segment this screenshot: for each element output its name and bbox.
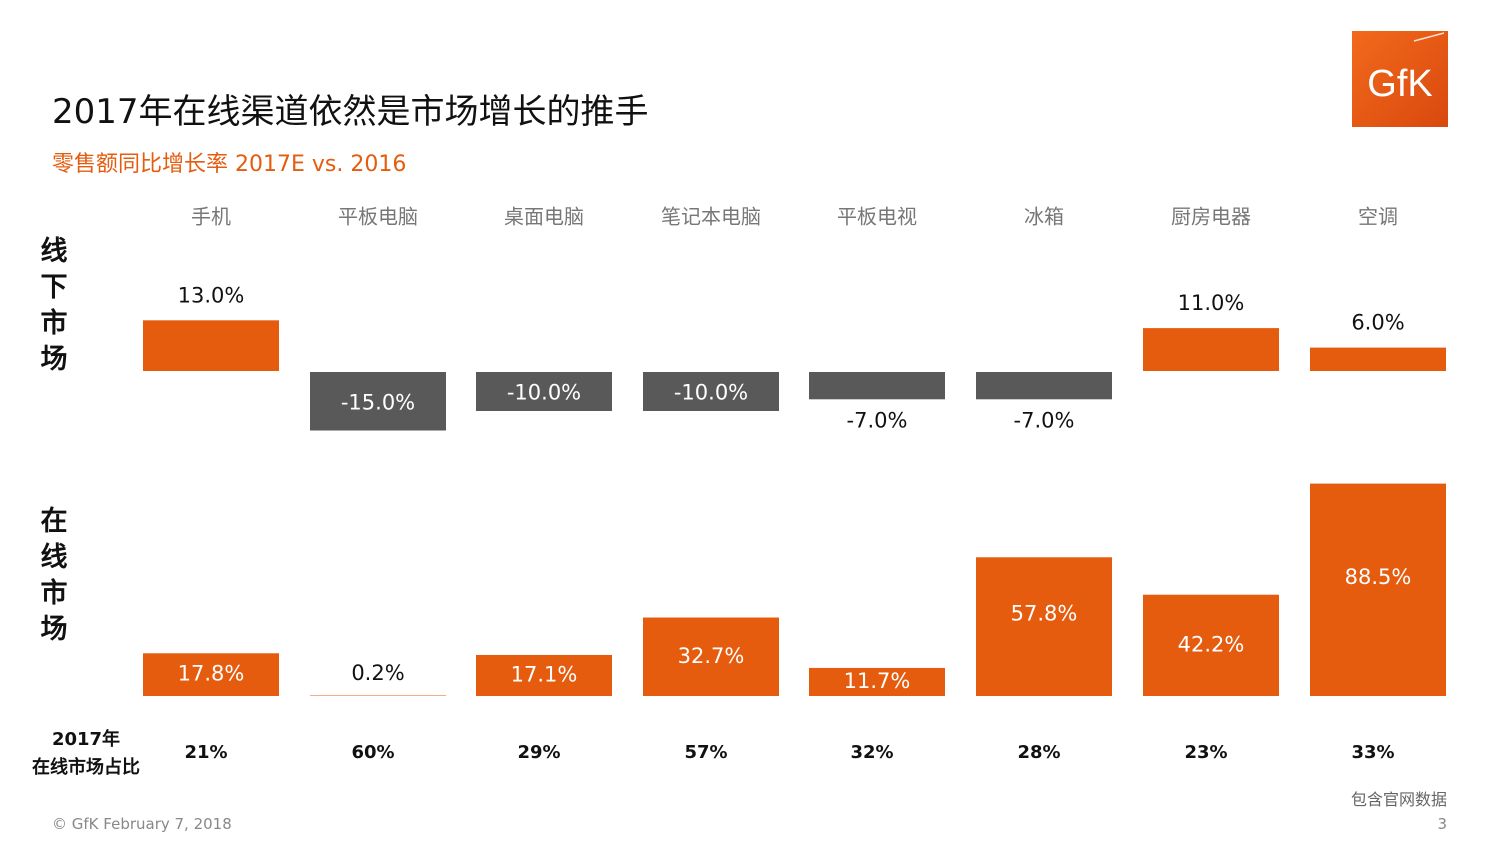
online-value-label: 88.5% bbox=[1345, 565, 1412, 589]
category-label: 手机 bbox=[191, 205, 231, 229]
category-label: 平板电脑 bbox=[338, 205, 418, 229]
online-share-value: 29% bbox=[517, 742, 560, 763]
online-share-value: 60% bbox=[351, 742, 394, 763]
offline-bar bbox=[310, 372, 446, 431]
offline-bar bbox=[143, 320, 279, 371]
offline-value-label: 11.0% bbox=[1178, 291, 1245, 315]
row-label-offline: 线下市场 bbox=[40, 236, 68, 375]
online-share-value: 32% bbox=[850, 742, 893, 763]
row-label-online: 在线市场 bbox=[40, 506, 68, 645]
online-bar bbox=[1310, 483, 1446, 696]
online-share-value: 33% bbox=[1351, 742, 1394, 763]
category-label: 冰箱 bbox=[1024, 205, 1064, 229]
online-bar bbox=[476, 654, 612, 696]
offline-value-label: 6.0% bbox=[1351, 311, 1404, 335]
online-bar bbox=[1143, 594, 1279, 696]
category-label: 笔记本电脑 bbox=[661, 205, 761, 229]
category-label: 平板电视 bbox=[837, 205, 917, 229]
online-share-label: 2017年 在线市场占比 bbox=[32, 729, 140, 778]
category-label: 厨房电器 bbox=[1171, 205, 1251, 229]
offline-bar bbox=[476, 372, 612, 411]
category-label: 桌面电脑 bbox=[504, 205, 584, 229]
offline-bar bbox=[1310, 347, 1446, 371]
online-value-label: 42.2% bbox=[1178, 632, 1245, 656]
slide-subtitle: 零售额同比增长率 2017E vs. 2016 bbox=[52, 152, 407, 177]
offline-value-label: -10.0% bbox=[507, 381, 581, 405]
online-value-label: 32.7% bbox=[678, 644, 745, 668]
offline-value-label: -15.0% bbox=[341, 390, 415, 414]
online-share-value: 23% bbox=[1184, 742, 1227, 763]
online-value-label: 57.8% bbox=[1011, 602, 1078, 626]
online-bar bbox=[809, 667, 945, 696]
online-value-label: 17.8% bbox=[178, 662, 245, 686]
online-value-label: 0.2% bbox=[351, 661, 404, 685]
online-bar bbox=[643, 617, 779, 696]
offline-value-label: -7.0% bbox=[847, 408, 908, 432]
online-share-value: 21% bbox=[184, 742, 227, 763]
online-bar bbox=[976, 557, 1112, 696]
page-number: 3 bbox=[1437, 815, 1447, 833]
offline-value-label: -7.0% bbox=[1014, 408, 1075, 432]
gfk-logo: GfK bbox=[1352, 31, 1448, 127]
slide-title: 2017年在线渠道依然是市场增长的推手 bbox=[52, 92, 649, 132]
offline-bar bbox=[643, 372, 779, 411]
offline-bar bbox=[1143, 328, 1279, 371]
offline-value-label: 13.0% bbox=[178, 283, 245, 307]
logo-text: GfK bbox=[1367, 63, 1432, 105]
online-bar bbox=[310, 695, 446, 696]
online-bar bbox=[143, 653, 279, 696]
footer-source-note: 包含官网数据 bbox=[1350, 790, 1447, 809]
offline-value-label: -10.0% bbox=[674, 381, 748, 405]
category-label: 空调 bbox=[1358, 205, 1398, 229]
online-value-label: 11.7% bbox=[844, 669, 911, 693]
offline-bar bbox=[976, 372, 1112, 400]
online-value-label: 17.1% bbox=[511, 662, 578, 686]
offline-bar bbox=[809, 372, 945, 400]
footer-copyright: © GfK February 7, 2018 bbox=[52, 815, 232, 833]
online-share-value: 57% bbox=[684, 742, 727, 763]
online-share-value: 28% bbox=[1017, 742, 1060, 763]
